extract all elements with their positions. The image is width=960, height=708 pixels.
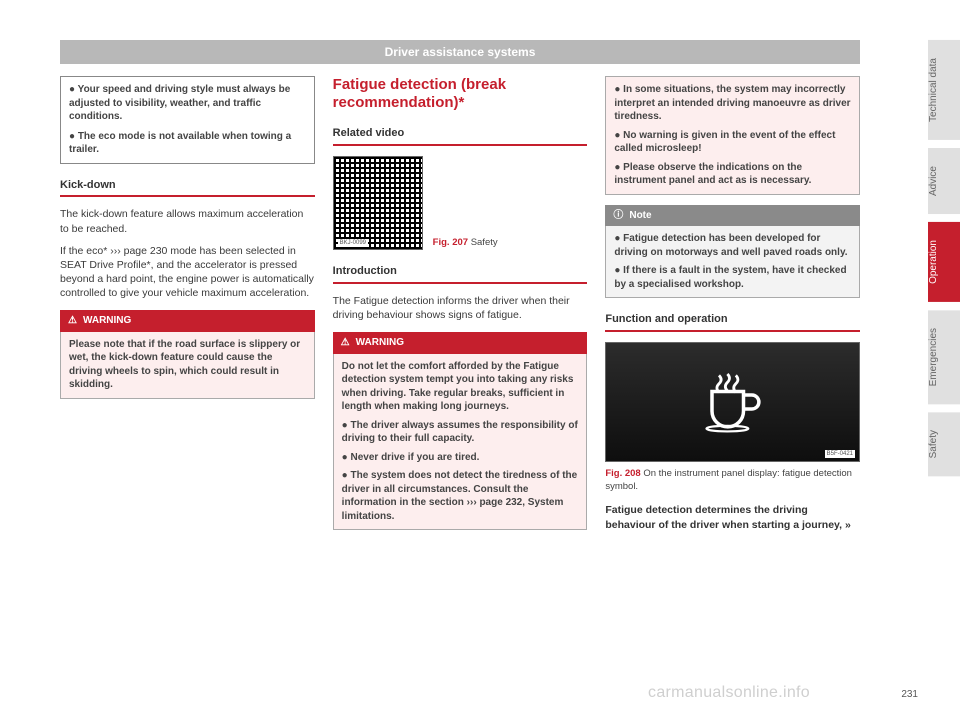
warning-head: WARNING bbox=[60, 310, 315, 332]
note-text: ● If there is a fault in the system, hav… bbox=[614, 264, 851, 291]
instrument-display-figure: B5F-0421 bbox=[605, 342, 860, 462]
tab-advice[interactable]: Advice bbox=[928, 148, 960, 214]
info-bullet: ● The eco mode is not available when tow… bbox=[69, 130, 306, 157]
body-text: The Fatigue detection informs the driver… bbox=[333, 294, 588, 322]
warning-text: Do not let the comfort afforded by the F… bbox=[342, 360, 579, 414]
side-tab-strip: Technical data Advice Operation Emergenc… bbox=[928, 40, 960, 477]
warning-text: ● No warning is given in the event of th… bbox=[614, 129, 851, 156]
page-number: 231 bbox=[901, 689, 918, 700]
note-body: ● Fatigue detection has been developed f… bbox=[605, 226, 860, 298]
content-columns: ● Your speed and driving style must alwa… bbox=[60, 76, 860, 540]
figure-label: Safety bbox=[471, 237, 498, 248]
fatigue-title: Fatigue detection (break recommendation)… bbox=[333, 76, 588, 112]
warning-body: Please note that if the road surface is … bbox=[60, 332, 315, 399]
figure-code: B5F-0421 bbox=[825, 450, 855, 458]
info-bullet: ● Your speed and driving style must alwa… bbox=[69, 83, 306, 124]
figure-caption: Fig. 207 Safety bbox=[433, 237, 498, 250]
body-text-continued: Fatigue detection determines the driving… bbox=[605, 503, 860, 531]
warning-text: ● In some situations, the system may inc… bbox=[614, 83, 851, 124]
function-heading: Function and operation bbox=[605, 312, 860, 332]
watermark: carmanualsonline.info bbox=[648, 684, 810, 702]
figure-number: Fig. 208 bbox=[605, 468, 640, 479]
tab-technical-data[interactable]: Technical data bbox=[928, 40, 960, 140]
warning-head: WARNING bbox=[333, 332, 588, 354]
warning-box: WARNING Do not let the comfort afforded … bbox=[333, 332, 588, 530]
warning-box: WARNING Please note that if the road sur… bbox=[60, 310, 315, 399]
body-text: The kick-down feature allows maximum acc… bbox=[60, 207, 315, 235]
column-1: ● Your speed and driving style must alwa… bbox=[60, 76, 315, 540]
qr-figure: Fig. 207 Safety bbox=[333, 156, 588, 250]
note-box: Note ● Fatigue detection has been develo… bbox=[605, 205, 860, 299]
note-text: ● Fatigue detection has been developed f… bbox=[614, 232, 851, 259]
related-video-heading: Related video bbox=[333, 126, 588, 146]
tab-emergencies[interactable]: Emergencies bbox=[928, 310, 960, 404]
body-text: If the eco* ››› page 230 mode has been s… bbox=[60, 244, 315, 301]
manual-page: Driver assistance systems ● Your speed a… bbox=[60, 40, 860, 680]
column-2: Fatigue detection (break recommendation)… bbox=[333, 76, 588, 540]
warning-text: ● Never drive if you are tired. bbox=[342, 451, 579, 465]
section-header: Driver assistance systems bbox=[60, 40, 860, 64]
figure-number: Fig. 207 bbox=[433, 237, 468, 248]
figure-label: On the instrument panel display: fatigue… bbox=[605, 468, 852, 492]
tab-operation[interactable]: Operation bbox=[928, 222, 960, 302]
column-3: ● In some situations, the system may inc… bbox=[605, 76, 860, 540]
introduction-heading: Introduction bbox=[333, 264, 588, 284]
coffee-cup-icon bbox=[698, 367, 768, 437]
kickdown-heading: Kick-down bbox=[60, 178, 315, 198]
warning-text: ● The system does not detect the tiredne… bbox=[342, 469, 579, 523]
figure-caption: Fig. 208 On the instrument panel display… bbox=[605, 468, 860, 494]
warning-continuation: ● In some situations, the system may inc… bbox=[605, 76, 860, 195]
warning-text: Please note that if the road surface is … bbox=[69, 338, 306, 392]
tab-safety[interactable]: Safety bbox=[928, 412, 960, 476]
warning-body: Do not let the comfort afforded by the F… bbox=[333, 354, 588, 531]
warning-text: ● The driver always assumes the responsi… bbox=[342, 419, 579, 446]
qr-code-icon bbox=[333, 156, 423, 250]
warning-text: ● Please observe the indications on the … bbox=[614, 161, 851, 188]
note-head: Note bbox=[605, 205, 860, 227]
info-box: ● Your speed and driving style must alwa… bbox=[60, 76, 315, 164]
